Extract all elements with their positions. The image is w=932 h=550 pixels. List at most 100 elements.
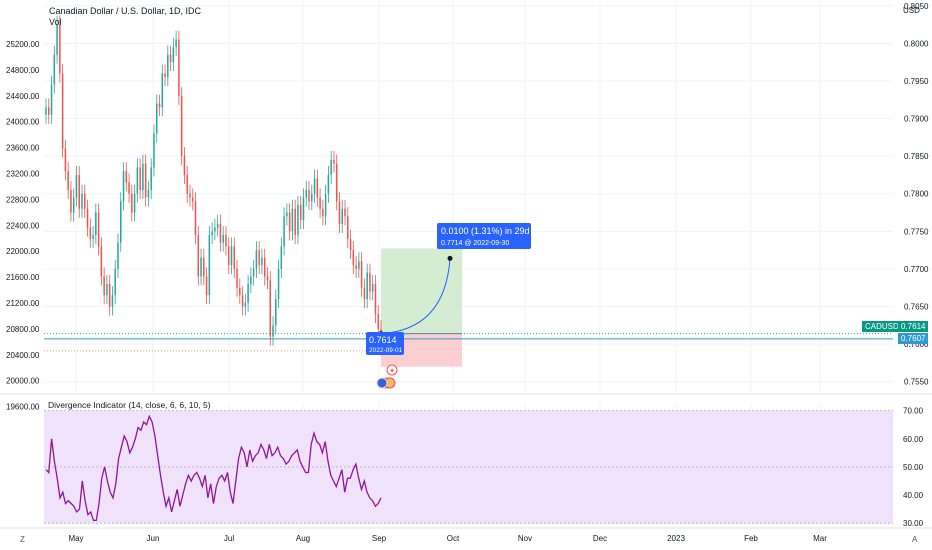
candle — [186, 174, 188, 194]
candle — [161, 73, 164, 108]
candle — [128, 182, 130, 194]
candle — [208, 235, 211, 296]
candle — [322, 208, 324, 217]
maple-leaf-icon: ✦ — [389, 367, 395, 375]
candle — [233, 246, 236, 269]
candle — [117, 242, 119, 269]
candle — [360, 261, 363, 288]
candle — [78, 174, 80, 209]
candle — [299, 205, 302, 221]
candle — [153, 133, 155, 168]
left-axis-tick: 22400.00 — [6, 221, 40, 230]
candle — [311, 193, 313, 202]
left-axis-tick: 22000.00 — [6, 247, 40, 256]
candle — [250, 276, 252, 284]
candle — [75, 174, 78, 198]
candle — [355, 265, 357, 269]
candle — [169, 54, 172, 63]
candle — [147, 189, 150, 198]
candle — [313, 178, 316, 194]
candle — [92, 235, 94, 239]
candle — [283, 216, 285, 247]
candle — [67, 171, 69, 190]
candle — [305, 189, 308, 198]
target-label-box — [437, 223, 531, 249]
candle — [183, 156, 186, 175]
candle — [100, 246, 103, 277]
candle — [131, 193, 133, 213]
candle — [205, 276, 208, 296]
candle — [280, 246, 283, 269]
indicator-title[interactable]: Divergence Indicator (14, close, 6, 6, 1… — [48, 400, 211, 410]
target-sublabel: 0.7714 @ 2022-09-30 — [441, 240, 509, 247]
entry-sublabel: 2022-09-01 — [369, 347, 403, 354]
candle — [200, 257, 202, 277]
candle — [291, 208, 294, 232]
x-axis-tick: Feb — [744, 534, 758, 543]
candle — [302, 197, 305, 221]
candle — [81, 193, 83, 209]
x-axis-tick: Nov — [518, 534, 532, 543]
rsi-panel: 70.00 60.00 50.00 40.00 30.00 — [44, 407, 924, 528]
candle — [64, 148, 67, 172]
x-axis-tick: Jun — [147, 534, 160, 543]
symbol-title[interactable]: Canadian Dollar / U.S. Dollar, 1D, IDC — [49, 6, 202, 16]
candle — [122, 171, 125, 202]
candle — [222, 235, 224, 243]
candle — [158, 103, 161, 108]
left-axis-tick: 24400.00 — [6, 92, 40, 101]
candle — [230, 246, 233, 266]
candle — [349, 238, 352, 251]
candle — [175, 39, 177, 48]
candle — [48, 107, 50, 115]
x-axis-tick: Sep — [372, 534, 387, 543]
candle — [194, 201, 197, 236]
candle — [178, 39, 180, 96]
candle — [72, 197, 75, 213]
candle — [272, 325, 274, 337]
target-label: 0.0100 (1.31%) in 29d — [441, 226, 530, 236]
last-price-badge: 0.7614 — [898, 321, 929, 332]
rsi-line — [45, 414, 382, 522]
candle — [266, 276, 269, 281]
candle — [263, 257, 266, 277]
candle — [344, 208, 346, 217]
right-axis-tick: 0.7950 — [904, 77, 929, 86]
x-axis-tick: Jul — [224, 534, 234, 543]
candle — [86, 208, 89, 228]
candle — [338, 201, 341, 224]
left-axis-tick: 21200.00 — [6, 299, 40, 308]
candle — [144, 163, 147, 198]
candle — [214, 227, 216, 232]
candle — [371, 283, 374, 292]
candle — [374, 283, 377, 315]
candle — [53, 54, 56, 85]
left-axis-tick: 20400.00 — [6, 351, 40, 360]
right-axis-tick: 0.7650 — [904, 303, 929, 312]
auto-scale-button[interactable]: A — [912, 535, 918, 544]
right-axis-tick: 0.7600 — [904, 340, 929, 349]
candle — [239, 287, 241, 296]
candle — [180, 95, 183, 157]
candle — [125, 171, 128, 183]
candle — [316, 178, 319, 198]
candle — [225, 235, 227, 247]
candle — [308, 189, 310, 202]
rsi-axis-tick: 30.00 — [903, 519, 924, 528]
candle — [119, 201, 122, 243]
right-axis-tick: 0.7900 — [904, 115, 929, 124]
candle — [255, 250, 258, 269]
x-axis-tick: Aug — [296, 534, 310, 543]
candle — [369, 272, 371, 292]
candle — [347, 216, 349, 239]
pair-badge: CADUSD — [862, 321, 902, 332]
timezone-button[interactable]: Z — [20, 535, 25, 544]
right-axis-tick: 0.7850 — [904, 152, 929, 161]
candle — [236, 268, 238, 288]
candle — [59, 24, 61, 74]
projection: 0.0100 (1.31%) in 29d 0.7714 @ 2022-09-30… — [366, 223, 531, 355]
volume-label[interactable]: Vol — [49, 17, 62, 27]
candle — [103, 276, 105, 296]
price-lines — [44, 333, 893, 352]
